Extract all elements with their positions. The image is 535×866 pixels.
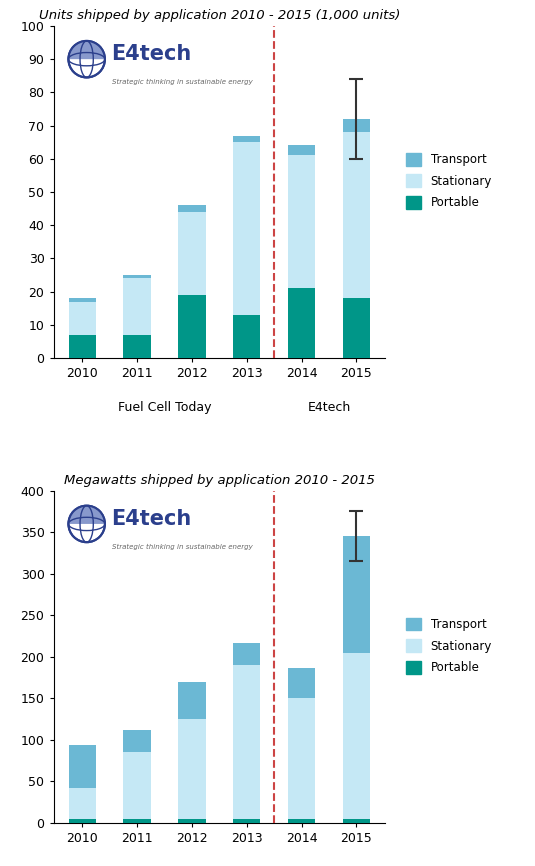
Bar <box>124 818 151 823</box>
Bar <box>124 753 151 818</box>
Bar <box>68 818 96 823</box>
Text: E4tech: E4tech <box>111 44 192 64</box>
Text: Fuel Cell Today: Fuel Cell Today <box>118 401 211 414</box>
Circle shape <box>68 506 105 542</box>
Bar <box>288 668 315 698</box>
Text: Strategic thinking in sustainable energy: Strategic thinking in sustainable energy <box>111 544 253 550</box>
Bar <box>68 745 96 788</box>
Bar <box>343 653 370 818</box>
Bar <box>68 301 96 334</box>
Circle shape <box>68 41 105 77</box>
Bar <box>178 719 205 818</box>
Bar <box>68 334 96 358</box>
Bar <box>343 132 370 298</box>
Bar <box>343 818 370 823</box>
Bar <box>178 682 205 719</box>
Bar <box>288 156 315 288</box>
Bar <box>288 698 315 818</box>
Bar <box>233 818 261 823</box>
Bar <box>343 119 370 132</box>
Legend: Transport, Stationary, Portable: Transport, Stationary, Portable <box>401 148 496 214</box>
Title: Megawatts shipped by application 2010 - 2015: Megawatts shipped by application 2010 - … <box>64 474 375 487</box>
Wedge shape <box>69 507 104 524</box>
Bar <box>343 536 370 653</box>
Bar <box>178 212 205 294</box>
Bar <box>233 314 261 358</box>
Bar <box>178 818 205 823</box>
Wedge shape <box>69 42 104 59</box>
Bar <box>233 665 261 818</box>
Bar <box>288 145 315 156</box>
Bar <box>288 288 315 358</box>
Bar <box>124 278 151 334</box>
Text: E4tech: E4tech <box>111 509 192 529</box>
Text: E4tech: E4tech <box>308 401 350 414</box>
Bar <box>178 205 205 212</box>
Text: Strategic thinking in sustainable energy: Strategic thinking in sustainable energy <box>111 80 253 86</box>
Bar <box>68 788 96 818</box>
Bar <box>288 818 315 823</box>
Legend: Transport, Stationary, Portable: Transport, Stationary, Portable <box>401 613 496 679</box>
Bar <box>124 334 151 358</box>
Bar <box>233 135 261 142</box>
Bar <box>233 142 261 314</box>
Bar <box>233 643 261 665</box>
Title: Units shipped by application 2010 - 2015 (1,000 units): Units shipped by application 2010 - 2015… <box>39 9 400 22</box>
Bar <box>178 294 205 358</box>
Bar <box>343 298 370 358</box>
Bar <box>124 275 151 278</box>
Bar <box>124 730 151 753</box>
Bar <box>68 298 96 301</box>
